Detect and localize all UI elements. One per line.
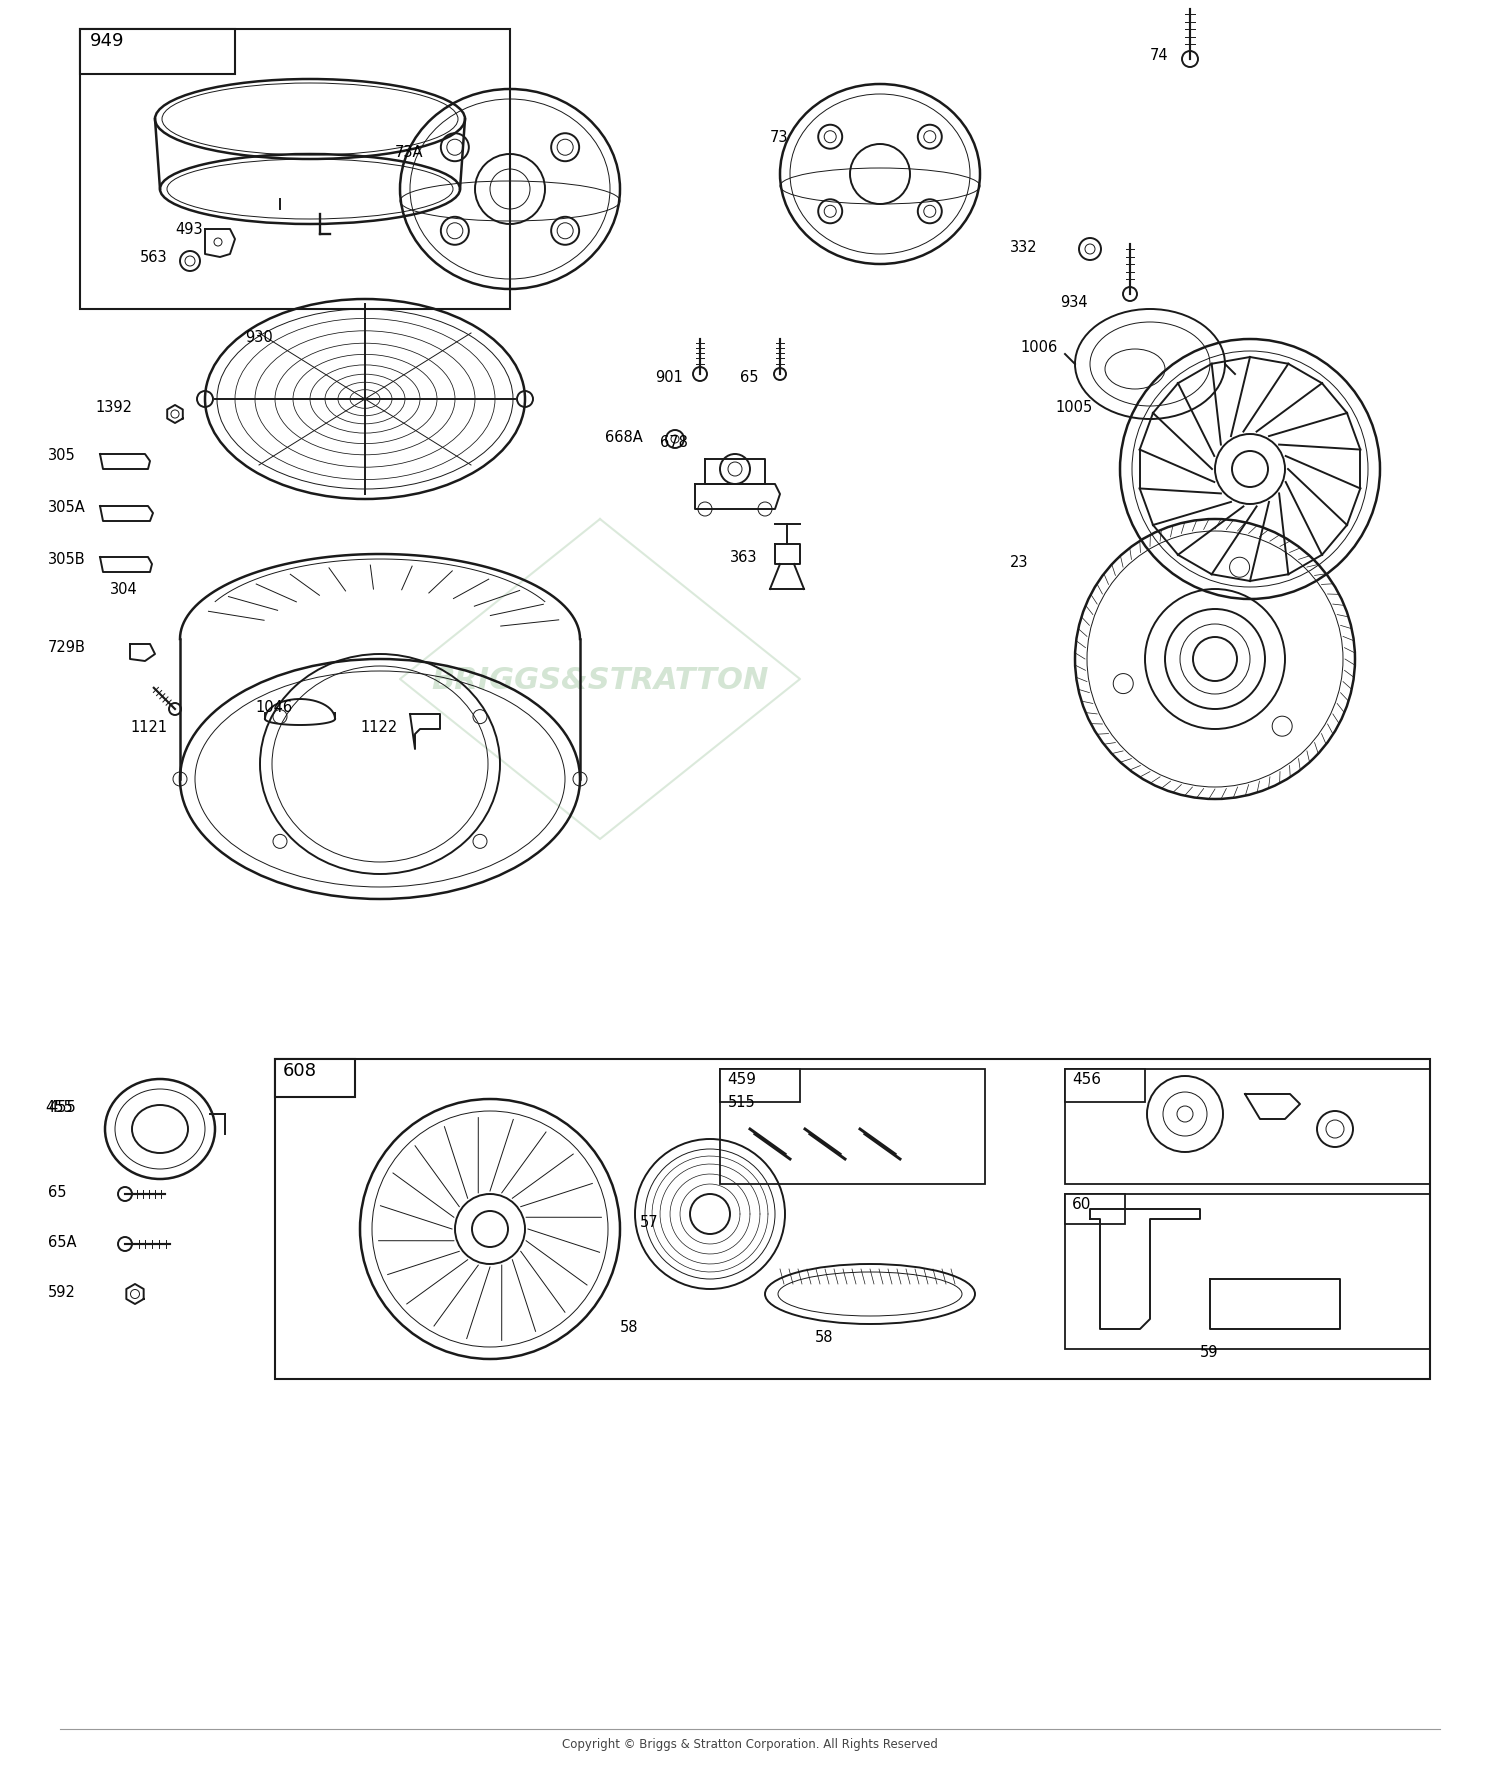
Text: 1392: 1392 [94, 399, 132, 415]
Text: 23: 23 [1010, 555, 1029, 569]
Bar [1065, 1195, 1430, 1349]
Text: 58: 58 [815, 1329, 834, 1344]
Text: 65: 65 [48, 1184, 66, 1199]
Text: 949: 949 [90, 32, 124, 50]
Text: 59: 59 [1200, 1344, 1218, 1360]
Bar [80, 30, 236, 75]
Bar [80, 30, 510, 309]
Text: 459: 459 [728, 1072, 756, 1086]
Text: 455: 455 [48, 1100, 76, 1115]
Text: 930: 930 [244, 329, 273, 345]
Text: 65A: 65A [48, 1234, 76, 1249]
Text: 1006: 1006 [1020, 340, 1058, 354]
Bar [274, 1059, 356, 1097]
Bar [720, 1070, 986, 1184]
Text: 515: 515 [728, 1095, 756, 1109]
Text: BRIGGS&STRATTON: BRIGGS&STRATTON [432, 666, 768, 694]
Text: 73: 73 [770, 131, 789, 145]
Bar [1065, 1070, 1144, 1102]
Text: 74: 74 [1150, 48, 1168, 63]
Text: 304: 304 [110, 581, 138, 598]
Text: 73A: 73A [394, 145, 423, 159]
Text: 305: 305 [48, 447, 76, 463]
Text: 563: 563 [140, 250, 168, 265]
Text: 1005: 1005 [1054, 399, 1092, 415]
Text: 608: 608 [284, 1061, 316, 1079]
Text: 1122: 1122 [360, 719, 398, 735]
Text: 332: 332 [1010, 240, 1038, 254]
Text: 1046: 1046 [255, 699, 292, 714]
Text: 456: 456 [1072, 1072, 1101, 1086]
Text: 592: 592 [48, 1285, 76, 1299]
Text: 58: 58 [620, 1318, 639, 1335]
Text: 901: 901 [656, 370, 682, 385]
Text: 363: 363 [730, 549, 758, 565]
Bar [720, 1070, 800, 1102]
Polygon shape [126, 1285, 144, 1304]
Text: 57: 57 [640, 1215, 658, 1229]
Polygon shape [166, 406, 183, 424]
Text: 305B: 305B [48, 551, 86, 567]
Text: 729B: 729B [48, 640, 86, 655]
Text: 493: 493 [176, 222, 202, 236]
Bar [1065, 1070, 1430, 1184]
Text: 678: 678 [660, 435, 688, 449]
Text: 934: 934 [1060, 295, 1088, 309]
Text: Copyright © Briggs & Stratton Corporation. All Rights Reserved: Copyright © Briggs & Stratton Corporatio… [562, 1737, 938, 1750]
Text: 60: 60 [1072, 1197, 1092, 1211]
Text: 1121: 1121 [130, 719, 166, 735]
Text: 65: 65 [740, 370, 759, 385]
Bar [1065, 1195, 1125, 1224]
Bar [274, 1059, 1430, 1379]
Text: 305A: 305A [48, 499, 86, 515]
Text: 668A: 668A [604, 429, 642, 445]
Text: 455: 455 [45, 1100, 74, 1115]
